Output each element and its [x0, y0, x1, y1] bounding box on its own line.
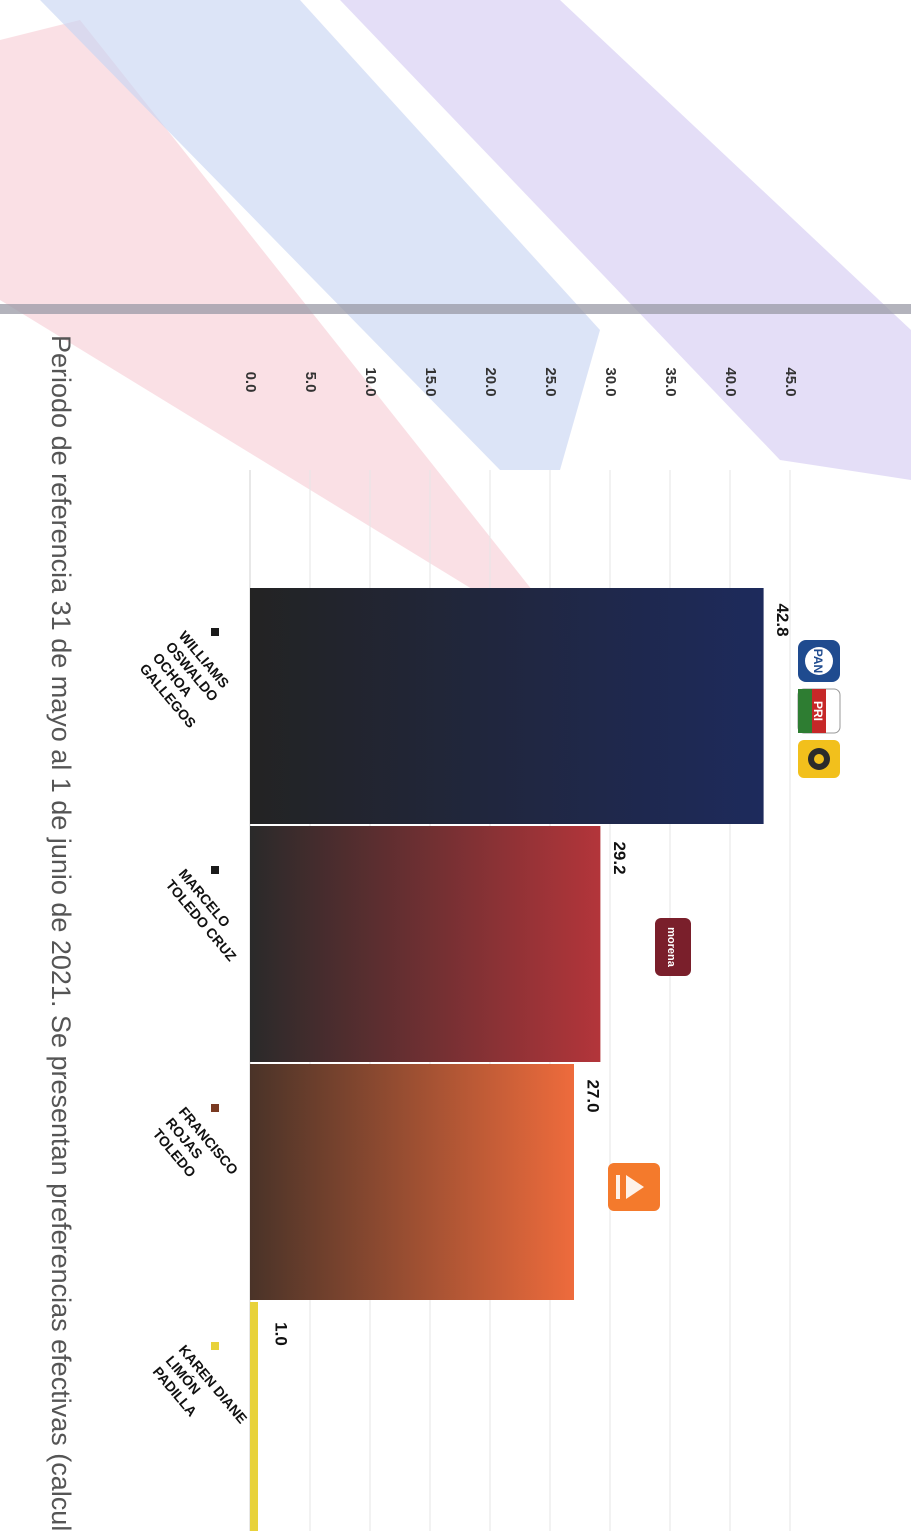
value-label: 27.0: [584, 1079, 603, 1112]
legend-marker-icon: [211, 1104, 219, 1112]
band-separator-line: [0, 304, 911, 314]
value-label: 1.0: [272, 1322, 291, 1346]
tick-label: 25.0: [542, 367, 559, 396]
bar: [250, 1064, 574, 1300]
legend-marker-icon: [211, 1342, 219, 1350]
category-label: MARCELOTOLEDO CRUZ: [163, 866, 253, 965]
mc-logo-icon: [608, 1163, 660, 1211]
band-blue: [40, 0, 600, 470]
band-lilac: [340, 0, 911, 480]
footer-text: Periodo de referencia 31 de mayo al 1 de…: [46, 335, 76, 1531]
pan-logo-icon: PAN: [798, 640, 840, 682]
party-logos: PAN PRI morena: [608, 640, 841, 1211]
tick-label: 20.0: [482, 367, 499, 396]
legend-marker-icon: [211, 628, 219, 636]
value-label: 42.8: [773, 603, 792, 636]
tick-label: 0.0: [242, 372, 259, 393]
prd-logo-icon: [798, 740, 840, 778]
category-label: KAREN DIANELIMÓNPADILLA: [150, 1342, 251, 1449]
tick-label: 40.0: [722, 367, 739, 396]
svg-text:PAN: PAN: [811, 649, 825, 673]
category-labels: WILLIAMSOSWALDOOCHOAGALLEGOS MARCELOTOLED…: [137, 628, 253, 1449]
decorative-bands: [0, 0, 911, 600]
value-axis-ticks: 0.0 5.0 10.0 15.0 20.0 25.0 30.0 35.0 40.0 45.0: [242, 367, 799, 396]
bar: [250, 826, 601, 1062]
tick-label: 45.0: [782, 367, 799, 396]
svg-text:PRI: PRI: [811, 701, 825, 721]
category-label: WILLIAMSOSWALDOOCHOAGALLEGOS: [137, 628, 239, 731]
legend-marker-icon: [211, 866, 219, 874]
svg-text:morena: morena: [665, 927, 677, 968]
tick-label: 35.0: [662, 367, 679, 396]
pri-logo-icon: PRI: [797, 688, 841, 734]
value-label: 29.2: [610, 841, 629, 874]
legend-markers: [211, 628, 219, 1350]
bar: [250, 1302, 258, 1531]
tick-label: 10.0: [362, 367, 379, 396]
bar: [250, 588, 764, 824]
morena-logo-icon: morena: [655, 918, 691, 976]
category-label: FRANCISCOROJASTOLEDO: [150, 1104, 242, 1200]
tick-label: 5.0: [302, 372, 319, 393]
tick-label: 15.0: [422, 367, 439, 396]
value-labels: 42.8 29.2 27.0 1.0: [272, 603, 793, 1345]
tick-label: 30.0: [602, 367, 619, 396]
bars: [250, 588, 764, 1531]
